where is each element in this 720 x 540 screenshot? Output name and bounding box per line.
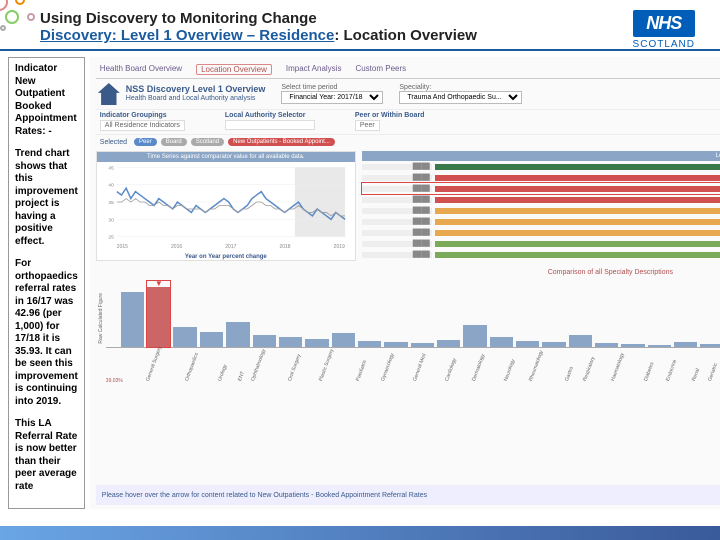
speciality-select[interactable]: Trauma And Orthopaedic Su... [399,91,522,104]
dashboard-tabs: Health Board Overview Location Overview … [96,61,720,79]
filter-la: Local Authority Selector [225,112,315,132]
sidebar-p2: Trend chart shows that this improvement … [15,148,78,248]
chip-row: Selected Peer Board Scotland New Outpati… [96,135,720,149]
specialty-comparison-chart: Comparison of all Specialty Descriptions… [96,267,720,392]
tab-location-overview[interactable]: Location Overview [196,64,272,75]
dashboard-title: NSS Discovery Level 1 Overview Health Bo… [126,85,266,103]
specialty-bar[interactable] [516,341,539,347]
specialty-bar[interactable] [305,339,328,347]
line-chart-svg: 45 40 35 30 25 [97,162,355,250]
specialty-bar[interactable] [200,332,223,347]
tab-impact-analysis[interactable]: Impact Analysis [286,64,342,75]
slide-header: Using Discovery to Monitoring Change Dis… [0,0,720,51]
sidebar-p1: Indicator New Outpatient Booked Appointm… [15,63,78,138]
specialty-bar[interactable] [279,337,302,347]
decorative-circles [0,0,65,45]
filter-peer: Peer or Within Board Peer [355,112,425,132]
chip-board[interactable]: Board [161,138,187,146]
dashboard-screenshot: Health Board Overview Location Overview … [90,57,720,509]
specialty-bar[interactable] [569,335,592,347]
dashboard-header: NSS Discovery Level 1 Overview Health Bo… [96,79,720,109]
location-row[interactable]: ████31.44 [362,205,720,216]
home-icon[interactable] [98,83,120,105]
filter-row: Indicator Groupings All Residence Indica… [96,109,720,135]
specialty-bar[interactable] [121,292,144,347]
svg-text:25: 25 [108,235,114,241]
specialty-bar[interactable] [674,342,697,347]
specialty-bar[interactable]: ▼ [147,281,170,347]
location-comparison: Location comparison ████49.97████36.7███… [362,151,720,261]
time-period-selector: Select time period Financial Year: 2017/… [281,84,383,104]
specialty-bar[interactable] [173,327,196,347]
svg-text:45: 45 [108,165,114,171]
specialty-bar[interactable] [648,345,671,347]
specialty-bar[interactable] [358,341,381,347]
chip-peer[interactable]: Peer [134,138,157,146]
title-line-2: Discovery: Level 1 Overview – Residence:… [40,27,680,44]
chip-scotland[interactable]: Scotland [191,138,224,146]
location-row[interactable]: ████36.7 [362,172,720,183]
location-row[interactable]: ████34.84 [362,194,720,205]
location-row[interactable]: ████49.97 [362,161,720,172]
location-row[interactable]: ████30.04 [362,216,720,227]
location-row[interactable]: ████23.82 [362,249,720,260]
specialty-bar[interactable] [490,337,513,347]
time-series-chart: Time Series against comparator value for… [96,151,356,261]
svg-text:35: 35 [108,200,114,206]
specialty-bar[interactable] [384,342,407,347]
tab-custom-peers[interactable]: Custom Peers [355,64,406,75]
specialty-bar[interactable] [463,325,486,347]
time-period-select[interactable]: Financial Year: 2017/18 [281,91,383,104]
location-row[interactable]: ████35.93 [362,183,720,194]
svg-text:40: 40 [108,183,114,189]
footer-hint: Please hover over the arrow for content … [96,485,720,505]
specialty-bar[interactable] [595,343,618,347]
text-sidebar: Indicator New Outpatient Booked Appointm… [8,57,85,509]
specialty-bar[interactable] [411,343,434,347]
footer-strip [0,526,720,540]
specialty-bar[interactable] [332,333,355,347]
x-axis-ticks: 20152016201720182019 [117,244,345,250]
tab-health-board[interactable]: Health Board Overview [100,64,182,75]
chip-indicator[interactable]: New Outpatients - Booked Appoint... [228,138,335,146]
filter-indicator: Indicator Groupings All Residence Indica… [100,112,185,132]
title-line-1: Using Discovery to Monitoring Change [40,10,680,27]
specialty-bar[interactable] [621,344,644,347]
specialty-bar[interactable] [437,340,460,347]
svg-text:30: 30 [108,217,114,223]
specialty-bar[interactable] [226,322,249,347]
location-row[interactable]: ████25.37 [362,238,720,249]
specialty-bar[interactable] [253,335,276,347]
speciality-selector: Speciality: Trauma And Orthopaedic Su... [399,84,522,104]
location-row[interactable]: ████28.82 [362,227,720,238]
sidebar-p4: This LA Referral Rate is now better than… [15,418,78,493]
nhs-logo: NHS SCOTLAND [633,10,695,50]
specialty-bar[interactable] [542,342,565,347]
specialty-bar[interactable] [700,344,720,347]
sidebar-p3: For orthopaedics referral rates in 16/17… [15,258,78,408]
